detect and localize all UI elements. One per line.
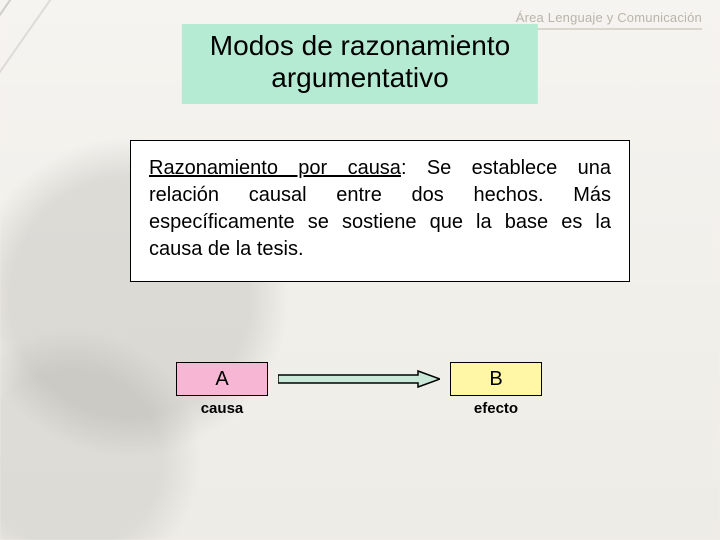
definition-lead: Razonamiento por causa bbox=[149, 157, 401, 179]
node-a-letter: A bbox=[215, 368, 228, 391]
node-b-letter: B bbox=[489, 368, 502, 391]
node-b: B bbox=[450, 362, 542, 396]
title-line-2: argumentativo bbox=[210, 62, 510, 94]
node-a: A bbox=[176, 362, 268, 396]
slide-title: Modos de razonamiento argumentativo bbox=[182, 24, 538, 104]
title-line-1: Modos de razonamiento bbox=[210, 30, 510, 62]
node-a-label: causa bbox=[176, 400, 268, 417]
definition-box: Razonamiento por causa: Se establece una… bbox=[130, 140, 630, 282]
arrow-a-to-b bbox=[278, 367, 440, 391]
area-label: Área Lenguaje y Comunicación bbox=[516, 10, 702, 25]
node-b-label: efecto bbox=[450, 400, 542, 417]
